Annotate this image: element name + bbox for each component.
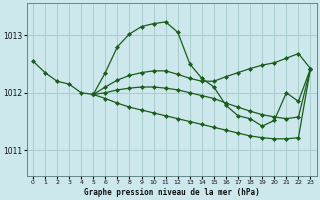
X-axis label: Graphe pression niveau de la mer (hPa): Graphe pression niveau de la mer (hPa) <box>84 188 260 197</box>
